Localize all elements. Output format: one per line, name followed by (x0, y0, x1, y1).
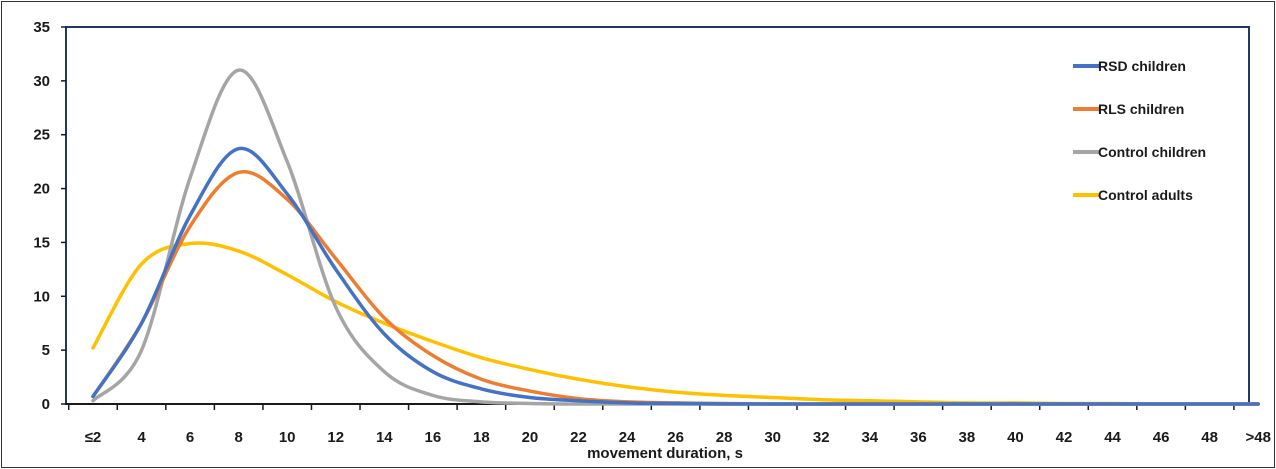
y-axis: 0 5 10 15 20 25 30 35 (33, 19, 66, 413)
x-tick-label: 6 (186, 429, 194, 446)
x-tick-label: 42 (1056, 429, 1073, 446)
x-axis-title: movement duration, s (587, 445, 743, 462)
legend-label-rls-children: RLS children (1098, 101, 1184, 117)
legend-label-control-adults: Control adults (1098, 187, 1193, 203)
x-tick-label: 4 (137, 429, 146, 446)
x-tick-label: 24 (619, 429, 636, 446)
x-tick-label: 48 (1201, 429, 1218, 446)
plot-area (65, 26, 1250, 405)
y-tick-label: 30 (33, 73, 50, 90)
x-tick-label: 16 (425, 429, 442, 446)
x-tick-label: 30 (764, 429, 781, 446)
x-tick-label: 12 (327, 429, 344, 446)
x-tick-label: 20 (522, 429, 539, 446)
x-tick-label: 14 (376, 429, 393, 446)
x-tick-label: 10 (279, 429, 296, 446)
y-tick-label: 10 (33, 288, 50, 305)
x-tick-label: 44 (1104, 429, 1121, 446)
series-line-control-adults (91, 241, 1260, 406)
plot-border (65, 26, 1250, 405)
x-tick-label: 40 (1007, 429, 1024, 446)
x-tick-label: 26 (667, 429, 684, 446)
series-line-control-children (91, 68, 1260, 406)
x-tick-label: 38 (959, 429, 976, 446)
y-tick-label: 5 (42, 342, 50, 359)
series-line-rsd-children (91, 146, 1260, 406)
x-tick-label: ≤2 (85, 429, 102, 446)
x-tick-label: 28 (716, 429, 733, 446)
x-tick-label: 32 (813, 429, 830, 446)
legend: RSD children RLS children Control children… (1073, 58, 1206, 203)
y-tick-label: 35 (33, 19, 50, 36)
x-tick-label: 46 (1153, 429, 1170, 446)
x-tick-label: 22 (570, 429, 587, 446)
x-tick-label: 34 (861, 429, 878, 446)
x-tick-label: 18 (473, 429, 490, 446)
series-lines (91, 68, 1260, 406)
x-tick-label: >48 (1245, 429, 1270, 446)
legend-label-control-children: Control children (1098, 144, 1206, 160)
y-tick-label: 15 (33, 234, 50, 251)
y-tick-label: 20 (33, 181, 50, 198)
x-axis: ≤2 4 6 8 10 12 14 16 18 20 22 24 26 28 30 32 34 36 38 40 42 4… (66, 403, 1271, 446)
legend-label-rsd-children: RSD children (1098, 58, 1186, 74)
x-tick-label: 36 (910, 429, 927, 446)
x-tick-label: 8 (234, 429, 242, 446)
series-line-rls-children (91, 169, 1260, 406)
y-tick-label: 0 (42, 396, 50, 413)
y-tick-label: 25 (33, 127, 50, 144)
